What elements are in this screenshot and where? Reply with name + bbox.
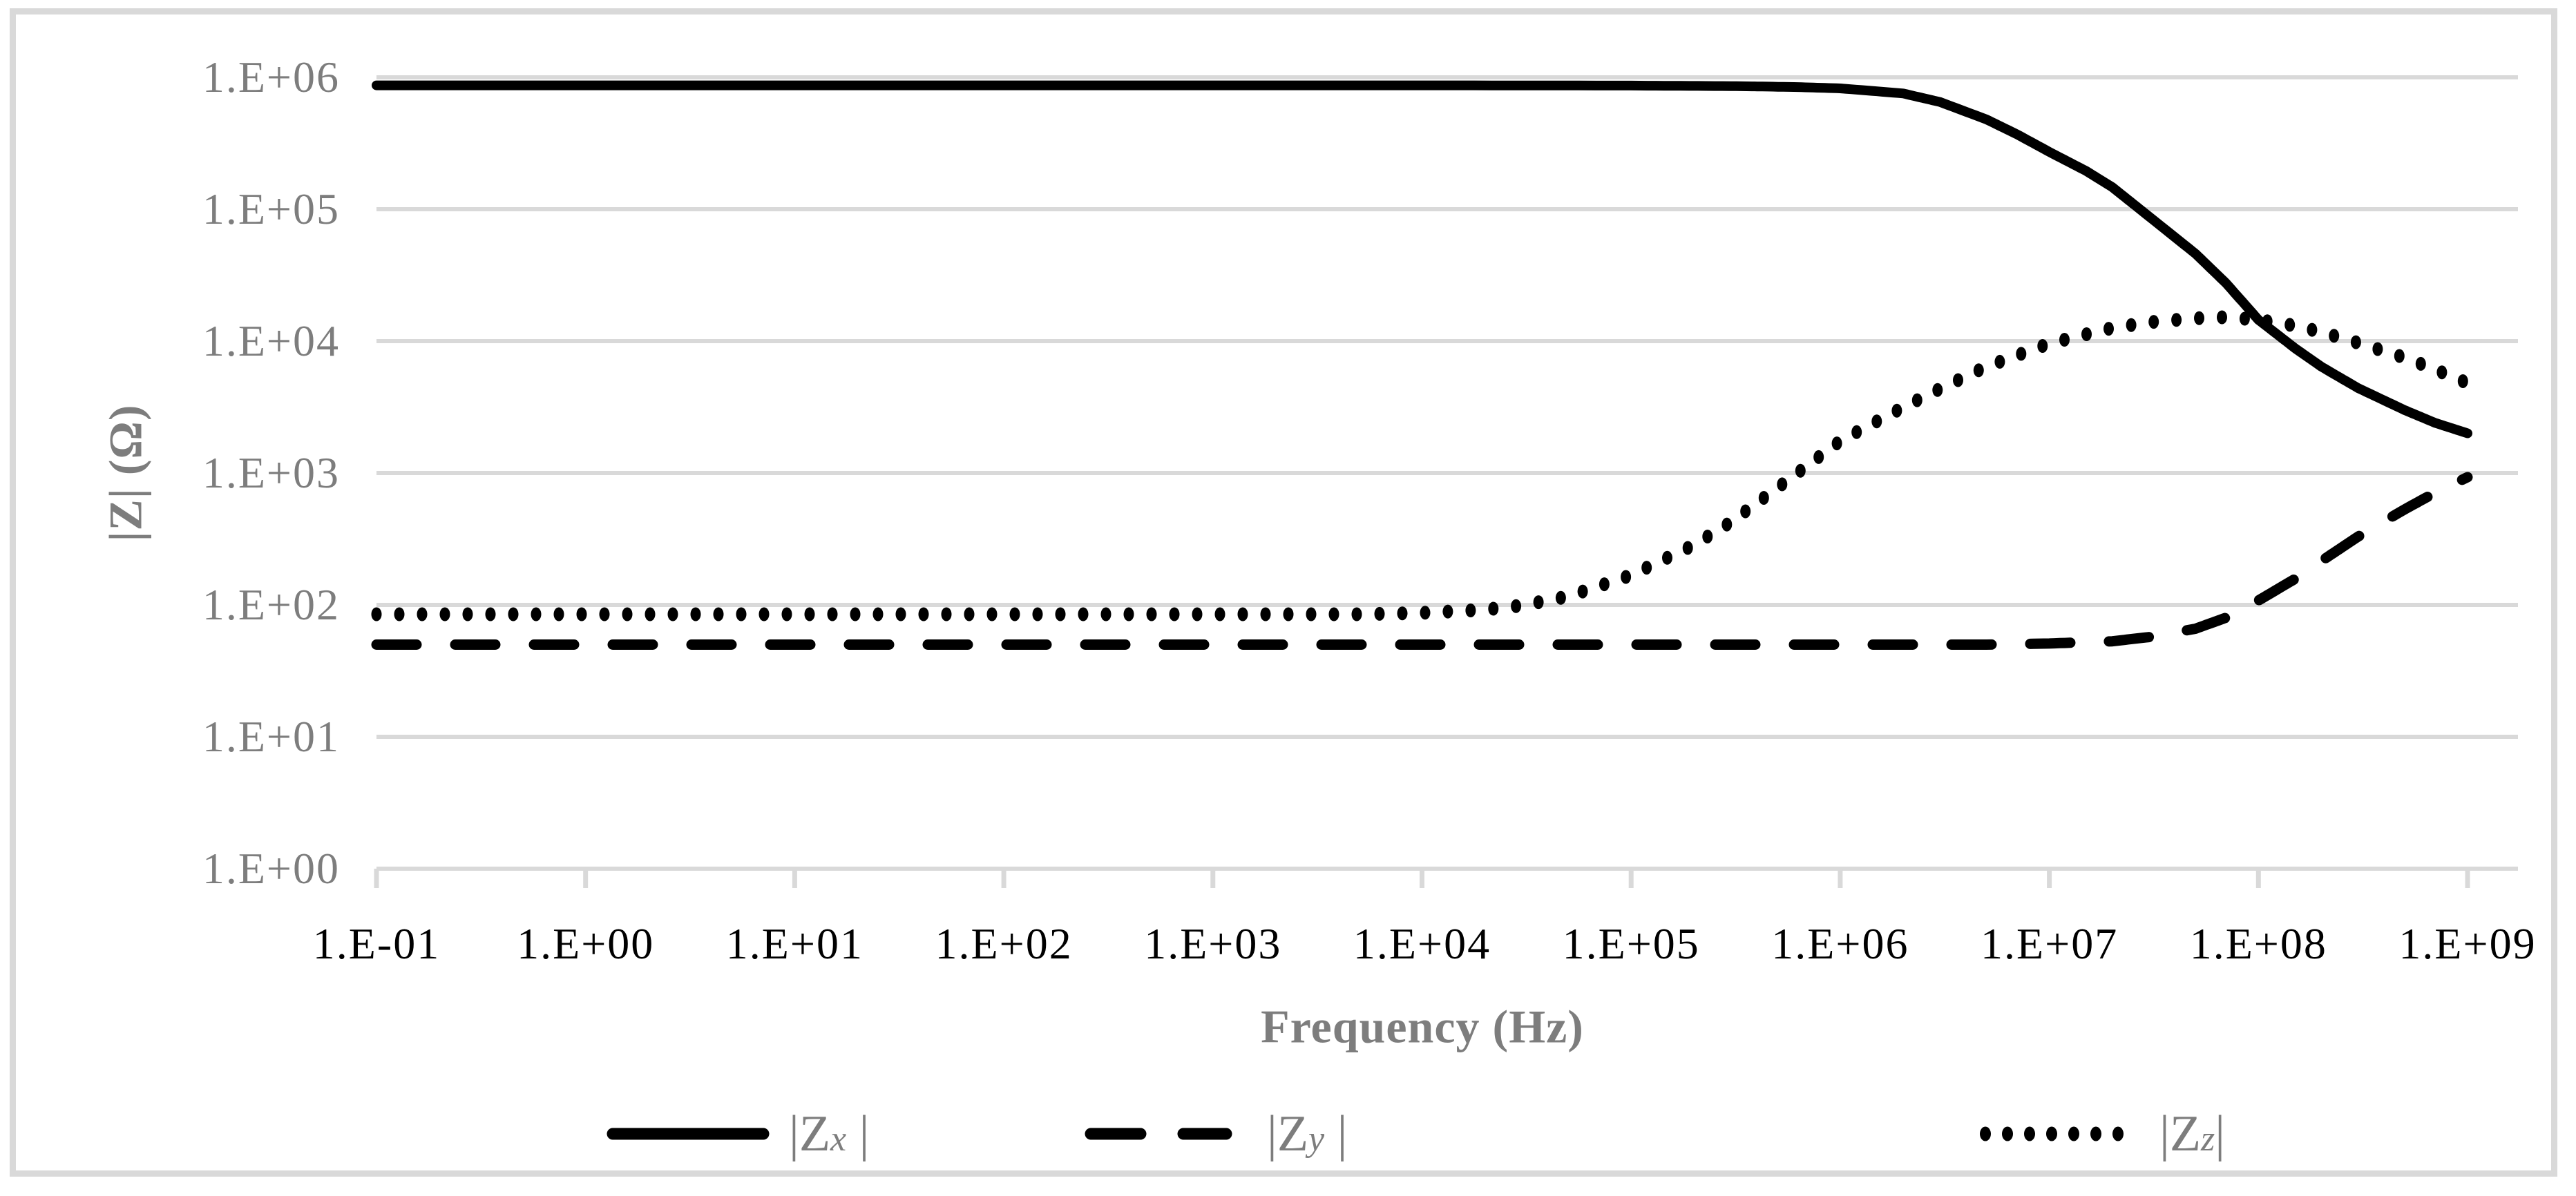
legend-label-zz: |Zz| [2159, 1105, 2226, 1162]
x-tick-label: 1.E+03 [1144, 919, 1282, 968]
x-tick-label: 1.E-01 [312, 919, 441, 968]
series-zy-dashed-line [371, 472, 2473, 650]
series-zx-solid-line [372, 80, 2472, 438]
x-tick-label: 1.E+08 [2189, 919, 2327, 968]
legend-item-zy: |Zy | [1085, 1092, 1347, 1175]
y-axis-title: |Z| (Ω) [99, 404, 152, 542]
y-tick-label: 1.E+03 [202, 448, 340, 497]
x-tick-label: 1.E+09 [2398, 919, 2537, 968]
y-tick-label: 1.E+01 [202, 712, 340, 761]
legend-label-zy: |Zy | [1267, 1105, 1348, 1162]
x-tick-label: 1.E+07 [1981, 919, 2119, 968]
x-tick-label: 1.E+06 [1771, 919, 1909, 968]
legend-swatch-dotted [1980, 1126, 2124, 1141]
x-tick-label: 1.E+02 [935, 919, 1073, 968]
y-tick-label: 1.E+04 [202, 316, 340, 365]
x-tick-label: 1.E+01 [725, 919, 864, 968]
y-tick-label: 1.E+06 [202, 52, 340, 102]
legend-item-zx: |Zx | [607, 1092, 869, 1175]
legend-label-zx: |Zx | [789, 1105, 870, 1162]
x-tick-label: 1.E+00 [517, 919, 655, 968]
series-zz-dotted-line [371, 310, 2468, 621]
x-tick-label: 1.E+04 [1353, 919, 1491, 968]
x-axis-title: Frequency (Hz) [1261, 1000, 1584, 1053]
x-tick-label: 1.E+05 [1562, 919, 1700, 968]
y-tick-label: 1.E+02 [202, 580, 340, 629]
legend-swatch-dashed [1085, 1128, 1232, 1140]
legend-swatch-solid [607, 1128, 770, 1140]
y-tick-label: 1.E+00 [202, 844, 340, 893]
y-tick-label: 1.E+05 [202, 184, 340, 233]
legend-item-zz: |Zz| [1977, 1092, 2225, 1175]
